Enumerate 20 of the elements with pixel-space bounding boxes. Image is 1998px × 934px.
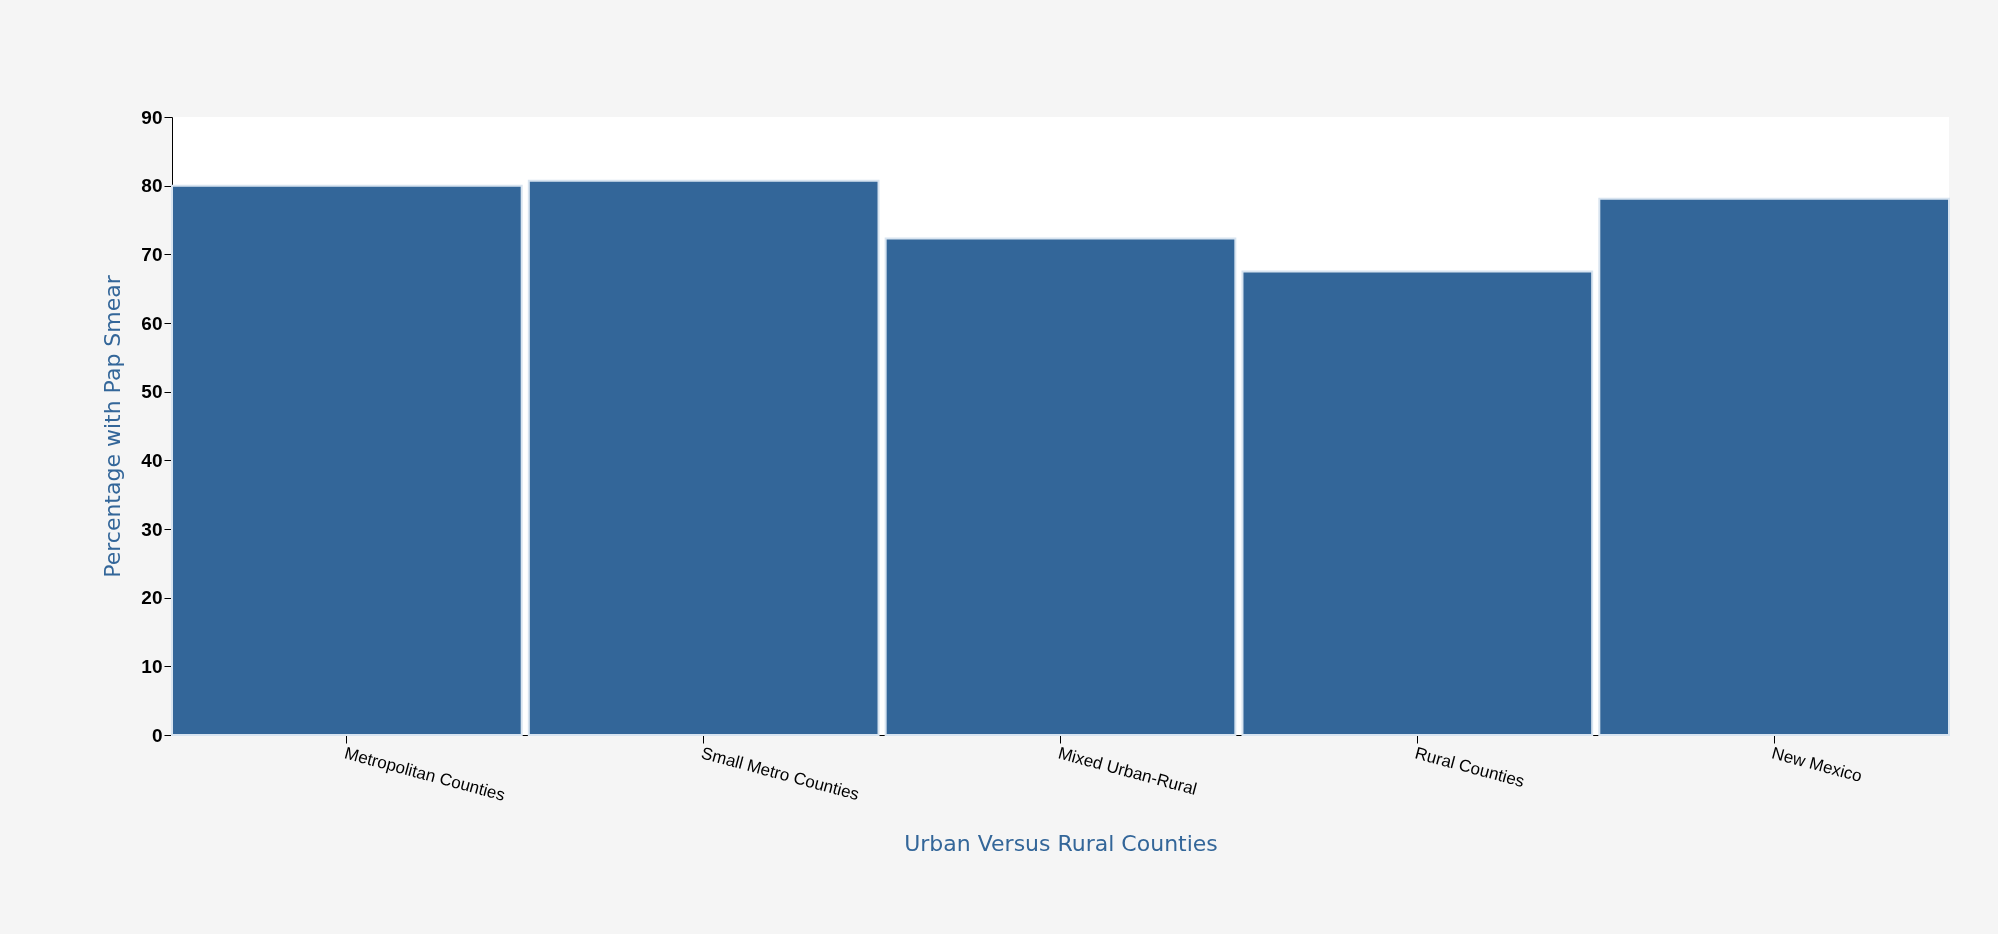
x-tick-label: Small Metro Counties	[699, 743, 862, 804]
y-tick-label: 0	[151, 724, 163, 746]
x-axis-title: Urban Versus Rural Counties	[904, 830, 1218, 856]
bar	[1241, 270, 1594, 736]
y-tick-label: 30	[141, 518, 163, 540]
bar	[884, 237, 1237, 736]
x-tick-label: New Mexico	[1769, 743, 1865, 786]
y-tick-label: 60	[141, 312, 163, 334]
bar	[171, 184, 523, 736]
bar	[1598, 197, 1950, 736]
y-tick-label: 70	[141, 243, 163, 265]
y-tick-label: 10	[141, 655, 163, 677]
y-tick-label: 40	[141, 449, 163, 471]
y-tick-label: 50	[141, 381, 163, 403]
y-tick-label: 90	[141, 106, 163, 128]
y-tick-label: 80	[141, 175, 163, 197]
y-tick-label: 20	[141, 587, 163, 609]
x-tick-label: Rural Counties	[1412, 743, 1527, 792]
bar	[527, 179, 880, 736]
y-axis-title: Percentage with Pap Smear	[100, 274, 126, 578]
